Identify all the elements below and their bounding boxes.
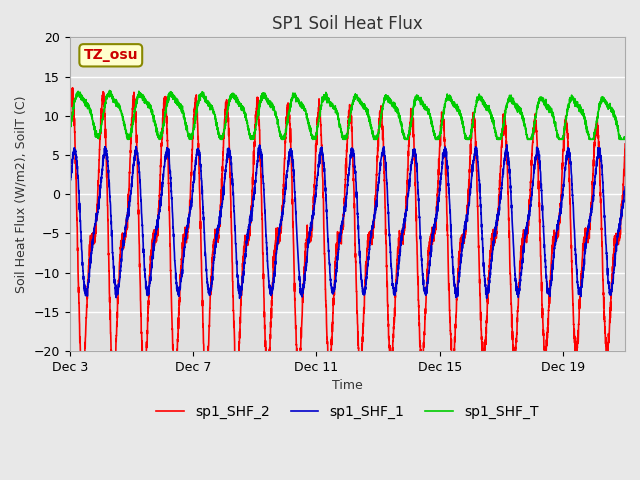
sp1_SHF_2 [186,212,193,218]
sp1_SHF_2 [68,85,76,91]
Text: TZ_osu: TZ_osu [84,48,138,62]
sp1_SHF_T [153,130,161,136]
sp1_SHF_1 [236,296,243,301]
sp1_SHF_1 [410,147,418,153]
sp1_SHF_1 [66,184,74,190]
sp1_SHF_1 [284,166,291,172]
sp1_SHF_2 [66,118,74,124]
Line: sp1_SHF_2: sp1_SHF_2 [70,88,640,384]
sp1_SHF_T [636,106,640,111]
Legend: sp1_SHF_2, sp1_SHF_1, sp1_SHF_T: sp1_SHF_2, sp1_SHF_1, sp1_SHF_T [150,399,544,424]
sp1_SHF_T [284,120,292,125]
sp1_SHF_T [238,107,246,113]
sp1_SHF_1 [172,271,180,277]
sp1_SHF_T [172,97,180,103]
sp1_SHF_2 [153,227,161,232]
Line: sp1_SHF_T: sp1_SHF_T [70,91,640,139]
Line: sp1_SHF_1: sp1_SHF_1 [70,145,640,299]
sp1_SHF_T [66,126,74,132]
sp1_SHF_2 [79,381,87,387]
sp1_SHF_2 [238,272,246,277]
sp1_SHF_1 [153,222,161,228]
sp1_SHF_1 [238,285,246,291]
sp1_SHF_T [124,136,131,142]
Title: SP1 Soil Heat Flux: SP1 Soil Heat Flux [272,15,422,33]
Y-axis label: Soil Heat Flux (W/m2), SoilT (C): Soil Heat Flux (W/m2), SoilT (C) [15,96,28,293]
sp1_SHF_1 [503,142,511,148]
sp1_SHF_2 [636,328,640,334]
sp1_SHF_1 [636,293,640,299]
sp1_SHF_2 [284,102,292,108]
sp1_SHF_2 [410,151,418,156]
sp1_SHF_2 [172,370,180,375]
sp1_SHF_1 [185,216,193,221]
sp1_SHF_T [186,133,193,139]
sp1_SHF_T [410,103,418,109]
sp1_SHF_T [106,88,113,94]
X-axis label: Time: Time [332,379,363,393]
